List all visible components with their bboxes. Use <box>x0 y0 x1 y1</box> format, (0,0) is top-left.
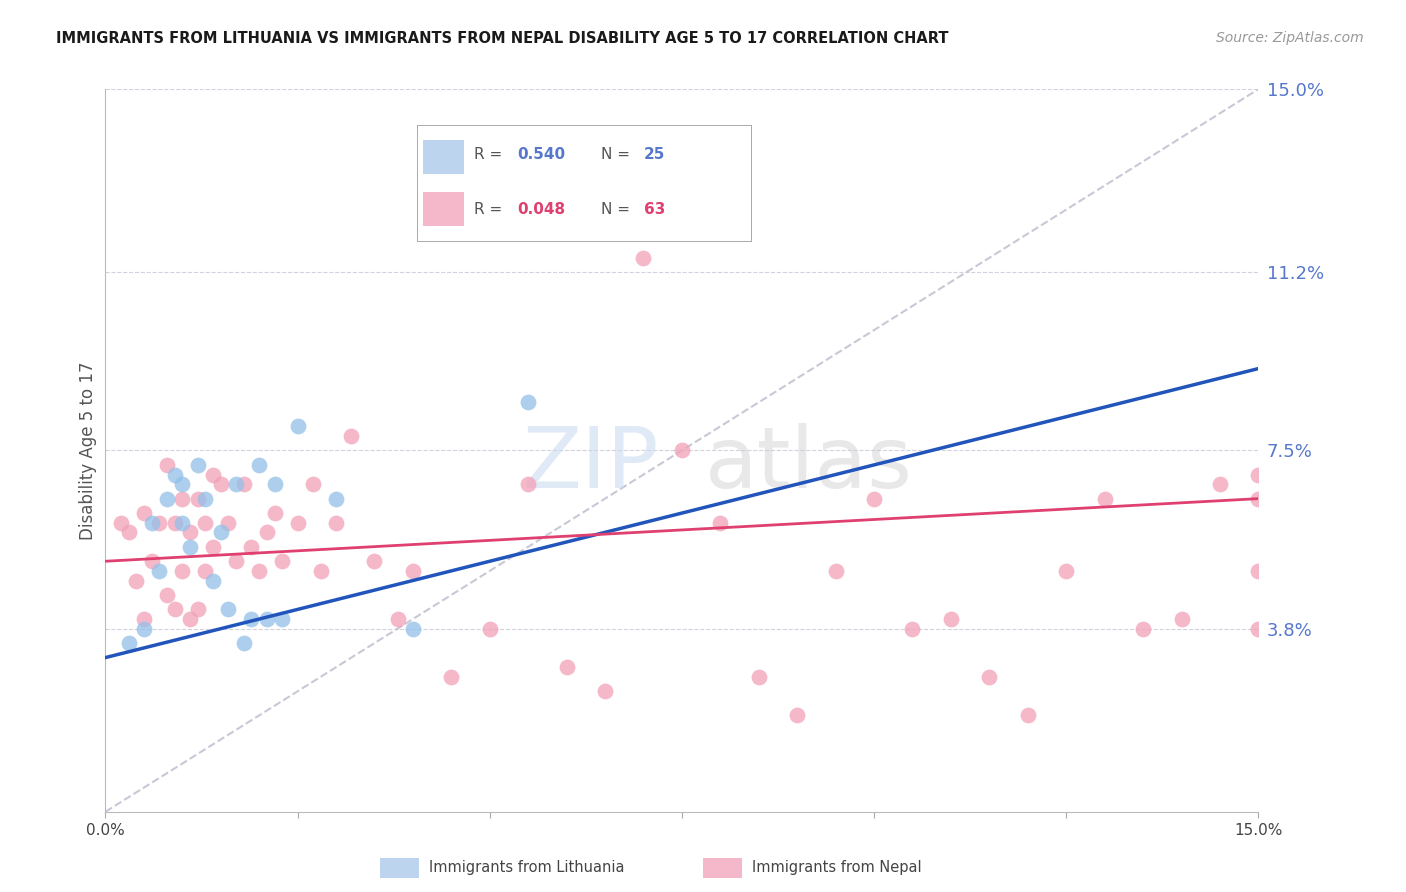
Point <box>824 564 846 578</box>
Point <box>1247 491 1270 506</box>
Point <box>141 516 163 530</box>
Point <box>247 458 270 472</box>
Point <box>179 540 201 554</box>
Point <box>302 477 325 491</box>
Point <box>172 564 194 578</box>
Point <box>1017 708 1039 723</box>
Point <box>141 554 163 568</box>
Text: Immigrants from Nepal: Immigrants from Nepal <box>752 861 922 875</box>
Point <box>225 554 247 568</box>
Point <box>901 622 924 636</box>
Point <box>209 477 232 491</box>
Point <box>179 525 201 540</box>
Point <box>440 670 463 684</box>
Point <box>325 491 347 506</box>
Point <box>179 612 201 626</box>
Point <box>671 443 693 458</box>
Text: Immigrants from Lithuania: Immigrants from Lithuania <box>429 861 624 875</box>
Point <box>132 622 155 636</box>
Point <box>172 516 194 530</box>
Point <box>217 602 239 616</box>
Point <box>156 588 179 602</box>
Point <box>287 516 309 530</box>
Point <box>110 516 132 530</box>
Point <box>748 670 770 684</box>
Point <box>202 574 225 588</box>
Point <box>187 602 209 616</box>
Point <box>232 477 254 491</box>
Point <box>517 477 540 491</box>
Point <box>172 491 194 506</box>
Point <box>117 636 139 650</box>
Point <box>517 395 540 409</box>
Point <box>786 708 808 723</box>
Point <box>125 574 148 588</box>
Point <box>163 602 186 616</box>
Point <box>148 516 170 530</box>
Point <box>555 660 578 674</box>
Point <box>117 525 139 540</box>
Point <box>1054 564 1077 578</box>
Y-axis label: Disability Age 5 to 17: Disability Age 5 to 17 <box>79 361 97 540</box>
Point <box>263 477 285 491</box>
Point <box>363 554 385 568</box>
Point <box>1132 622 1154 636</box>
Text: IMMIGRANTS FROM LITHUANIA VS IMMIGRANTS FROM NEPAL DISABILITY AGE 5 TO 17 CORREL: IMMIGRANTS FROM LITHUANIA VS IMMIGRANTS … <box>56 31 949 46</box>
Point <box>340 429 363 443</box>
Point <box>287 419 309 434</box>
Point <box>263 506 285 520</box>
Point <box>1094 491 1116 506</box>
Point <box>240 540 263 554</box>
Point <box>132 506 155 520</box>
Point <box>156 458 179 472</box>
Point <box>256 612 278 626</box>
Point <box>209 525 232 540</box>
Text: Source: ZipAtlas.com: Source: ZipAtlas.com <box>1216 31 1364 45</box>
Point <box>240 612 263 626</box>
Point <box>156 491 179 506</box>
Point <box>1247 467 1270 482</box>
Point <box>325 516 347 530</box>
Point <box>187 458 209 472</box>
Point <box>194 516 217 530</box>
Point <box>1170 612 1192 626</box>
Text: atlas: atlas <box>704 424 912 507</box>
Point <box>387 612 409 626</box>
Point <box>132 612 155 626</box>
Text: ZIP: ZIP <box>523 424 659 507</box>
Point <box>271 554 294 568</box>
Point <box>256 525 278 540</box>
Point <box>309 564 332 578</box>
Point <box>232 636 254 650</box>
Point <box>402 622 425 636</box>
Point <box>217 516 239 530</box>
Point <box>979 670 1001 684</box>
Point <box>148 564 170 578</box>
Point <box>194 491 217 506</box>
Point <box>633 251 655 265</box>
Point <box>593 684 616 698</box>
Point <box>202 540 225 554</box>
Point <box>402 564 425 578</box>
Point <box>172 477 194 491</box>
Point <box>1247 564 1270 578</box>
Point <box>1247 622 1270 636</box>
Point <box>863 491 886 506</box>
Point <box>1209 477 1232 491</box>
Point <box>709 516 731 530</box>
Point <box>202 467 225 482</box>
Point <box>225 477 247 491</box>
Point <box>187 491 209 506</box>
Point <box>478 622 501 636</box>
Point <box>939 612 962 626</box>
Point <box>163 467 186 482</box>
Point <box>163 516 186 530</box>
Point <box>194 564 217 578</box>
Point <box>247 564 270 578</box>
Point <box>271 612 294 626</box>
